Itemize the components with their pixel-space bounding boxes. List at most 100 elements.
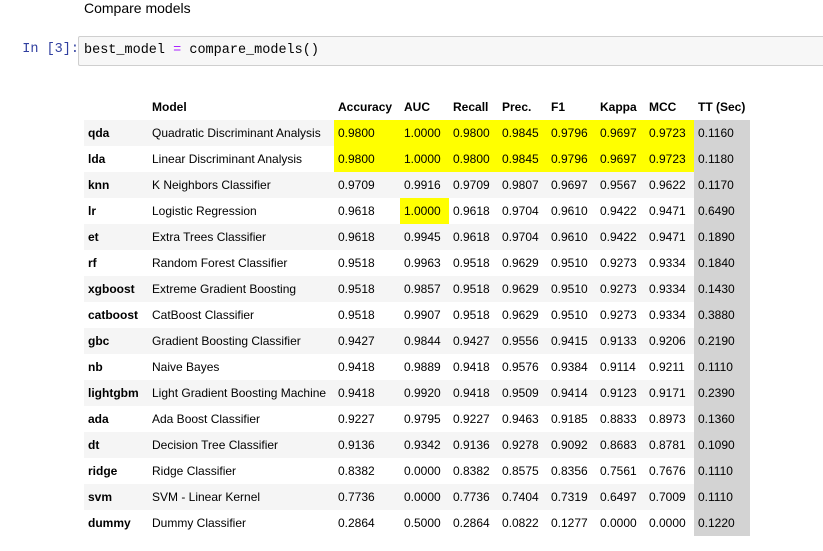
- mcc-cell: 0.9334: [645, 276, 694, 302]
- model-name: CatBoost Classifier: [148, 302, 334, 328]
- auc-cell: 0.9920: [400, 380, 449, 406]
- precision-cell: 0.8575: [498, 458, 547, 484]
- recall-cell: 0.9709: [449, 172, 498, 198]
- recall-cell: 0.9518: [449, 276, 498, 302]
- recall-cell: 0.7736: [449, 484, 498, 510]
- mcc-cell: 0.9334: [645, 250, 694, 276]
- recall-cell: 0.9227: [449, 406, 498, 432]
- mcc-cell: 0.9211: [645, 354, 694, 380]
- row-index: ridge: [84, 458, 148, 484]
- header-index: [84, 94, 148, 120]
- accuracy-cell: 0.9800: [334, 146, 400, 172]
- kappa-cell: 0.9273: [596, 302, 645, 328]
- mcc-cell: 0.7676: [645, 458, 694, 484]
- code-operator: =: [173, 43, 182, 58]
- f1-cell: 0.9510: [547, 302, 596, 328]
- f1-cell: 0.9510: [547, 276, 596, 302]
- precision-cell: 0.0822: [498, 510, 547, 536]
- accuracy-cell: 0.9518: [334, 250, 400, 276]
- kappa-cell: 0.9114: [596, 354, 645, 380]
- precision-cell: 0.9845: [498, 146, 547, 172]
- table-row: gbc Gradient Boosting Classifier 0.9427 0.9…: [84, 328, 750, 354]
- f1-cell: 0.9697: [547, 172, 596, 198]
- table-row: xgboost Extreme Gradient Boosting 0.9518 0.…: [84, 276, 750, 302]
- mcc-cell: 0.9622: [645, 172, 694, 198]
- recall-cell: 0.2864: [449, 510, 498, 536]
- accuracy-cell: 0.9418: [334, 380, 400, 406]
- model-name: Extreme Gradient Boosting: [148, 276, 334, 302]
- table-row: ada Ada Boost Classifier 0.9227 0.9795 0.922…: [84, 406, 750, 432]
- row-index: dummy: [84, 510, 148, 536]
- tt-sec-cell: 0.1180: [694, 146, 750, 172]
- table-body: qda Quadratic Discriminant Analysis 0.9800…: [84, 120, 750, 536]
- auc-cell: 1.0000: [400, 120, 449, 146]
- table-row: lr Logistic Regression 0.9618 1.0000 0.9618 0…: [84, 198, 750, 224]
- tt-sec-cell: 0.1090: [694, 432, 750, 458]
- mcc-cell: 0.9206: [645, 328, 694, 354]
- kappa-cell: 0.9133: [596, 328, 645, 354]
- table-row: dummy Dummy Classifier 0.2864 0.5000 0.2864 0…: [84, 510, 750, 536]
- mcc-cell: 0.0000: [645, 510, 694, 536]
- precision-cell: 0.9807: [498, 172, 547, 198]
- f1-cell: 0.9185: [547, 406, 596, 432]
- model-name: Ridge Classifier: [148, 458, 334, 484]
- accuracy-cell: 0.9518: [334, 276, 400, 302]
- kappa-cell: 0.9697: [596, 146, 645, 172]
- tt-sec-cell: 0.1110: [694, 484, 750, 510]
- f1-cell: 0.9092: [547, 432, 596, 458]
- kappa-cell: 0.6497: [596, 484, 645, 510]
- header-auc: AUC: [400, 94, 449, 120]
- auc-cell: 1.0000: [400, 198, 449, 224]
- row-index: lda: [84, 146, 148, 172]
- model-name: K Neighbors Classifier: [148, 172, 334, 198]
- precision-cell: 0.9704: [498, 198, 547, 224]
- section-heading: Compare models: [84, 0, 191, 16]
- model-name: SVM - Linear Kernel: [148, 484, 334, 510]
- recall-cell: 0.9800: [449, 120, 498, 146]
- header-precision: Prec.: [498, 94, 547, 120]
- auc-cell: 0.9857: [400, 276, 449, 302]
- accuracy-cell: 0.8382: [334, 458, 400, 484]
- accuracy-cell: 0.9427: [334, 328, 400, 354]
- precision-cell: 0.9556: [498, 328, 547, 354]
- model-name: Ada Boost Classifier: [148, 406, 334, 432]
- model-name: Decision Tree Classifier: [148, 432, 334, 458]
- auc-cell: 0.9795: [400, 406, 449, 432]
- f1-cell: 0.9610: [547, 198, 596, 224]
- kappa-cell: 0.8833: [596, 406, 645, 432]
- auc-cell: 1.0000: [400, 146, 449, 172]
- kappa-cell: 0.9273: [596, 276, 645, 302]
- header-recall: Recall: [449, 94, 498, 120]
- row-index: ada: [84, 406, 148, 432]
- tt-sec-cell: 0.2190: [694, 328, 750, 354]
- tt-sec-cell: 0.1430: [694, 276, 750, 302]
- kappa-cell: 0.7561: [596, 458, 645, 484]
- tt-sec-cell: 0.1160: [694, 120, 750, 146]
- precision-cell: 0.9629: [498, 302, 547, 328]
- recall-cell: 0.9800: [449, 146, 498, 172]
- model-name: Logistic Regression: [148, 198, 334, 224]
- precision-cell: 0.9845: [498, 120, 547, 146]
- precision-cell: 0.9704: [498, 224, 547, 250]
- accuracy-cell: 0.9800: [334, 120, 400, 146]
- table-row: qda Quadratic Discriminant Analysis 0.9800…: [84, 120, 750, 146]
- precision-cell: 0.9509: [498, 380, 547, 406]
- row-index: dt: [84, 432, 148, 458]
- recall-cell: 0.8382: [449, 458, 498, 484]
- code-cell-input[interactable]: best_model = compare_models(): [78, 36, 823, 66]
- mcc-cell: 0.9334: [645, 302, 694, 328]
- tt-sec-cell: 0.1360: [694, 406, 750, 432]
- table-row: lda Linear Discriminant Analysis 0.9800 1.0…: [84, 146, 750, 172]
- precision-cell: 0.9463: [498, 406, 547, 432]
- model-name: Naive Bayes: [148, 354, 334, 380]
- f1-cell: 0.9384: [547, 354, 596, 380]
- model-name: Linear Discriminant Analysis: [148, 146, 334, 172]
- kappa-cell: 0.9422: [596, 224, 645, 250]
- recall-cell: 0.9518: [449, 250, 498, 276]
- table-header-row: Model Accuracy AUC Recall Prec. F1 Kappa…: [84, 94, 750, 120]
- auc-cell: 0.5000: [400, 510, 449, 536]
- recall-cell: 0.9427: [449, 328, 498, 354]
- kappa-cell: 0.8683: [596, 432, 645, 458]
- recall-cell: 0.9518: [449, 302, 498, 328]
- table-row: catboost CatBoost Classifier 0.9518 0.9907 0…: [84, 302, 750, 328]
